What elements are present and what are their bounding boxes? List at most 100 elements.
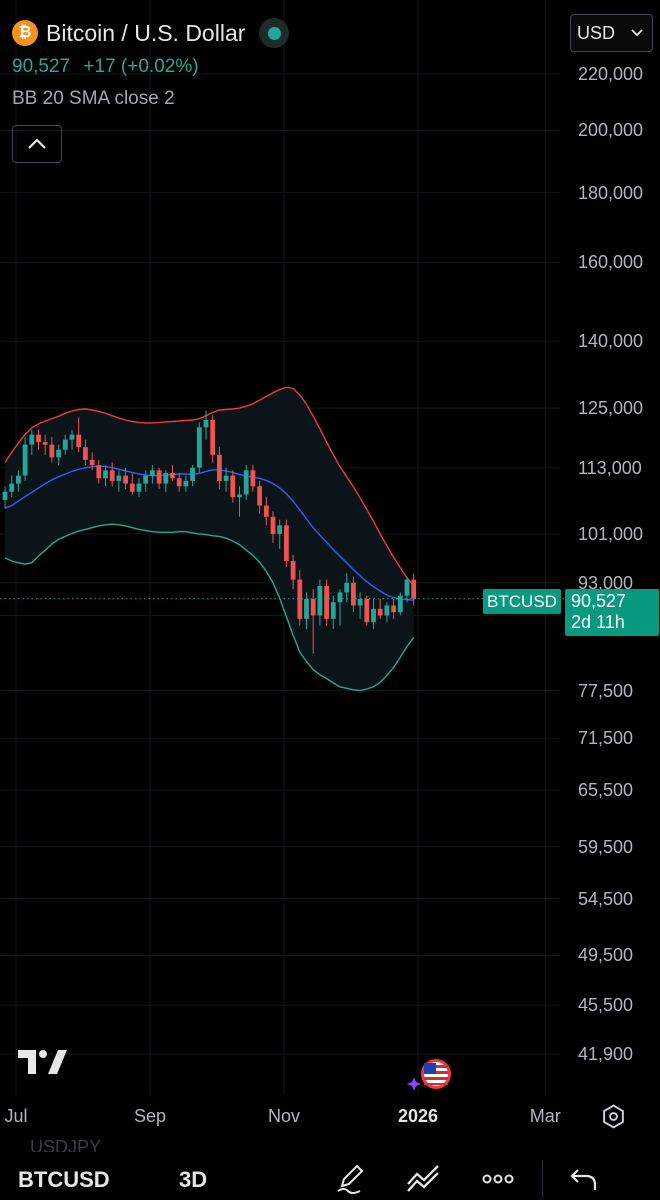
candle-body (129, 483, 135, 492)
collapse-legend-button[interactable] (12, 125, 62, 163)
symbol-title[interactable]: Bitcoin / U.S. Dollar (46, 19, 246, 46)
candle-body (29, 434, 35, 445)
candle-body (96, 465, 102, 479)
indicators-icon[interactable] (405, 1160, 441, 1196)
candle (29, 429, 35, 455)
candle (310, 589, 316, 654)
candle (237, 486, 242, 517)
price-axis-label: 59,500 (578, 836, 634, 857)
candle-body (317, 586, 323, 616)
candle-body (56, 449, 61, 458)
candle-body (62, 439, 68, 450)
more-icon[interactable] (480, 1160, 516, 1196)
candle-body (290, 560, 296, 580)
pencil-icon[interactable] (332, 1160, 368, 1196)
candle-body (243, 470, 249, 495)
price-axis-label: 200,000 (578, 120, 644, 141)
candle (290, 554, 296, 590)
candle-body (284, 525, 289, 561)
symbol-search-button[interactable]: BTCUSD (18, 1167, 110, 1192)
candle-body (103, 470, 108, 479)
time-axis-label: Mar (529, 1106, 561, 1126)
candle-body (351, 582, 356, 606)
candle (337, 589, 343, 626)
candle (284, 519, 289, 568)
us-flag-event-icon[interactable] (404, 1055, 456, 1091)
candle (16, 470, 21, 492)
candle-body (9, 483, 15, 492)
candle-body (176, 478, 182, 487)
candle (203, 410, 209, 440)
candle (351, 576, 356, 613)
candle (69, 429, 75, 450)
candle-body (263, 505, 269, 517)
candle (377, 598, 383, 619)
symbol-header[interactable]: ₿ Bitcoin / U.S. Dollar (12, 18, 290, 48)
candle-body (223, 475, 229, 481)
candle (56, 444, 61, 466)
candle (170, 465, 175, 481)
currency-select[interactable]: USD (570, 14, 653, 52)
candle (190, 465, 195, 487)
chevron-up-icon (28, 138, 46, 149)
candle (391, 598, 396, 619)
bollinger-upper-line (4, 386, 415, 586)
candle-body (384, 605, 390, 616)
candle (62, 434, 68, 455)
bar-countdown: 2d 11h (571, 612, 625, 632)
candle-body (2, 491, 8, 500)
candle (210, 415, 216, 463)
candle (123, 467, 128, 490)
candle-body (270, 516, 276, 535)
candle (183, 475, 189, 492)
last-price-tag: 90,527 2d 11h (565, 589, 659, 636)
candle-body (170, 472, 175, 479)
candle (9, 475, 15, 498)
price-axis-label: 77,500 (578, 680, 634, 701)
interval-button[interactable]: 3D (179, 1167, 208, 1192)
time-axis-label: Nov (267, 1106, 301, 1126)
candle-body (116, 475, 122, 481)
candle (250, 465, 256, 492)
candle (371, 598, 376, 630)
price-change: +17 (83, 56, 116, 77)
candle-body (237, 494, 242, 498)
candle-body (136, 483, 142, 492)
candle (150, 465, 155, 484)
candle (357, 592, 363, 619)
candle (36, 429, 41, 450)
candle-body (217, 454, 222, 481)
candle-body (297, 579, 303, 619)
candle (270, 511, 276, 543)
candle (103, 465, 108, 487)
market-status-icon[interactable] (259, 18, 290, 48)
candle (136, 478, 142, 498)
candle-body (330, 602, 336, 619)
undo-icon[interactable] (566, 1160, 602, 1196)
candle-body (277, 525, 283, 535)
candle-body (76, 434, 82, 448)
candle-body (210, 420, 216, 455)
gear-icon[interactable] (601, 1104, 626, 1129)
candles (2, 410, 417, 654)
candle-body (69, 434, 75, 440)
watchlist-peek-symbol[interactable]: USDJPY (30, 1137, 102, 1157)
indicator-legend[interactable]: BB 20 SMA close 2 (12, 88, 175, 109)
price-axis-label: 54,500 (578, 888, 634, 909)
bollinger-lower-line (4, 523, 415, 692)
candle (2, 486, 8, 509)
price-axis-label: 49,500 (578, 945, 634, 966)
time-axis-label: 2026 (397, 1106, 439, 1126)
candle-body (357, 598, 363, 606)
candle-body (109, 470, 115, 481)
candle (217, 447, 222, 490)
candle (384, 602, 390, 623)
candle-body (371, 608, 376, 623)
price-summary: 90,527 +17 (+0.02%) (12, 56, 199, 78)
bitcoin-icon: ₿ (12, 20, 38, 46)
chevron-down-icon (631, 29, 643, 37)
toolbar-divider (542, 1160, 543, 1198)
tradingview-logo[interactable] (18, 1048, 68, 1076)
candle (83, 439, 88, 466)
